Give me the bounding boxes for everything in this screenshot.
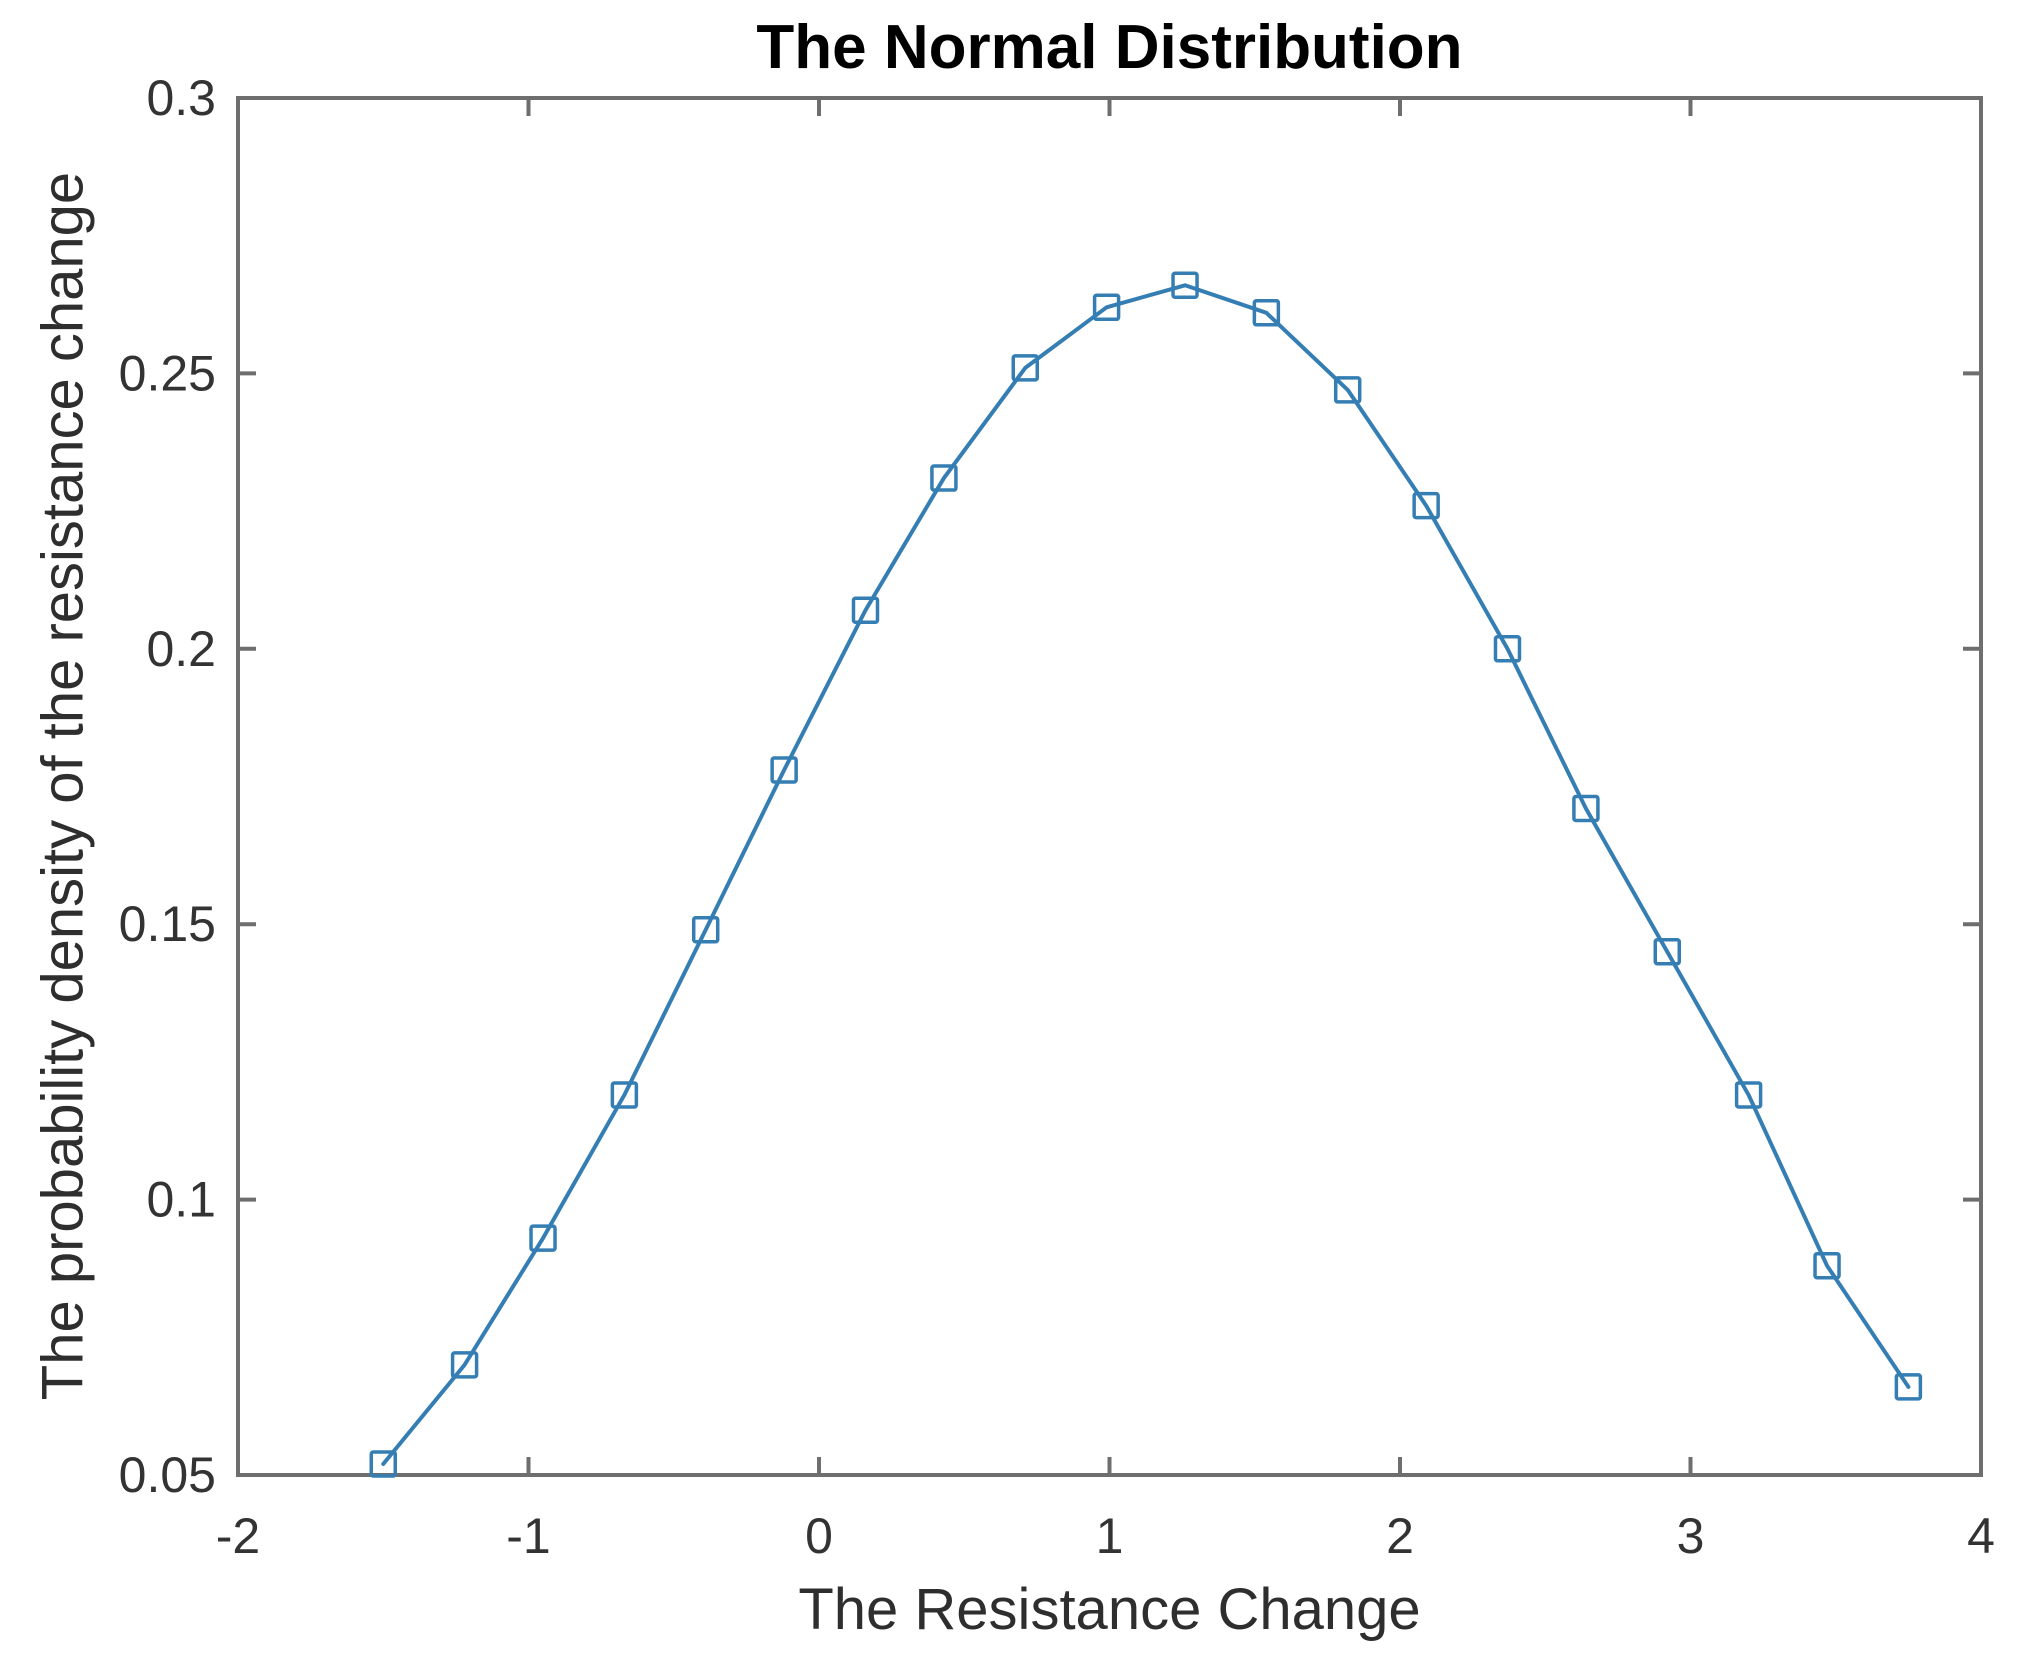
y-tick-label: 0.3	[146, 70, 216, 126]
x-tick-label: 2	[1386, 1508, 1414, 1564]
y-tick-label: 0.1	[146, 1172, 216, 1228]
data-point-marker	[1252, 299, 1281, 327]
data-point-marker	[610, 1081, 639, 1109]
x-tick-label: 4	[1967, 1508, 1995, 1564]
data-point-marker	[691, 915, 720, 944]
data-point-marker	[529, 1224, 557, 1252]
data-point-marker	[770, 756, 798, 784]
data-point-marker	[1813, 1251, 1841, 1280]
data-point-marker	[1493, 635, 1522, 663]
plot-background	[238, 98, 1981, 1475]
data-point-marker	[1011, 354, 1040, 382]
chart-title: The Normal Distribution	[756, 13, 1463, 82]
x-tick-label: 1	[1096, 1508, 1124, 1564]
data-point-marker	[851, 596, 880, 624]
data-point-marker	[1171, 271, 1199, 300]
y-tick-label: 0.15	[119, 896, 216, 952]
series-line	[381, 283, 1911, 1466]
data-point-marker	[450, 1351, 479, 1379]
data-point-marker	[1412, 491, 1440, 520]
data-point-marker	[1653, 937, 1682, 966]
data-point-marker	[930, 464, 958, 492]
data-point-marker	[1092, 293, 1121, 322]
y-tick-label: 0.25	[119, 345, 216, 401]
y-axis-label: The probability density of the resistanc…	[30, 171, 96, 1401]
data-point-marker	[1572, 794, 1600, 823]
data-point-marker	[1894, 1373, 1923, 1401]
x-tick-label: 3	[1677, 1508, 1705, 1564]
data-point-marker	[369, 1450, 397, 1478]
x-tick-label: 0	[805, 1508, 833, 1564]
x-tick-label: -1	[506, 1508, 550, 1564]
y-tick-label: 0.2	[146, 621, 216, 677]
data-point-marker	[1333, 376, 1362, 404]
x-tick-label: -2	[216, 1508, 260, 1564]
x-axis-label: The Resistance Change	[798, 1577, 1421, 1642]
data-point-marker	[1734, 1081, 1763, 1109]
y-tick-label: 0.05	[119, 1447, 216, 1503]
